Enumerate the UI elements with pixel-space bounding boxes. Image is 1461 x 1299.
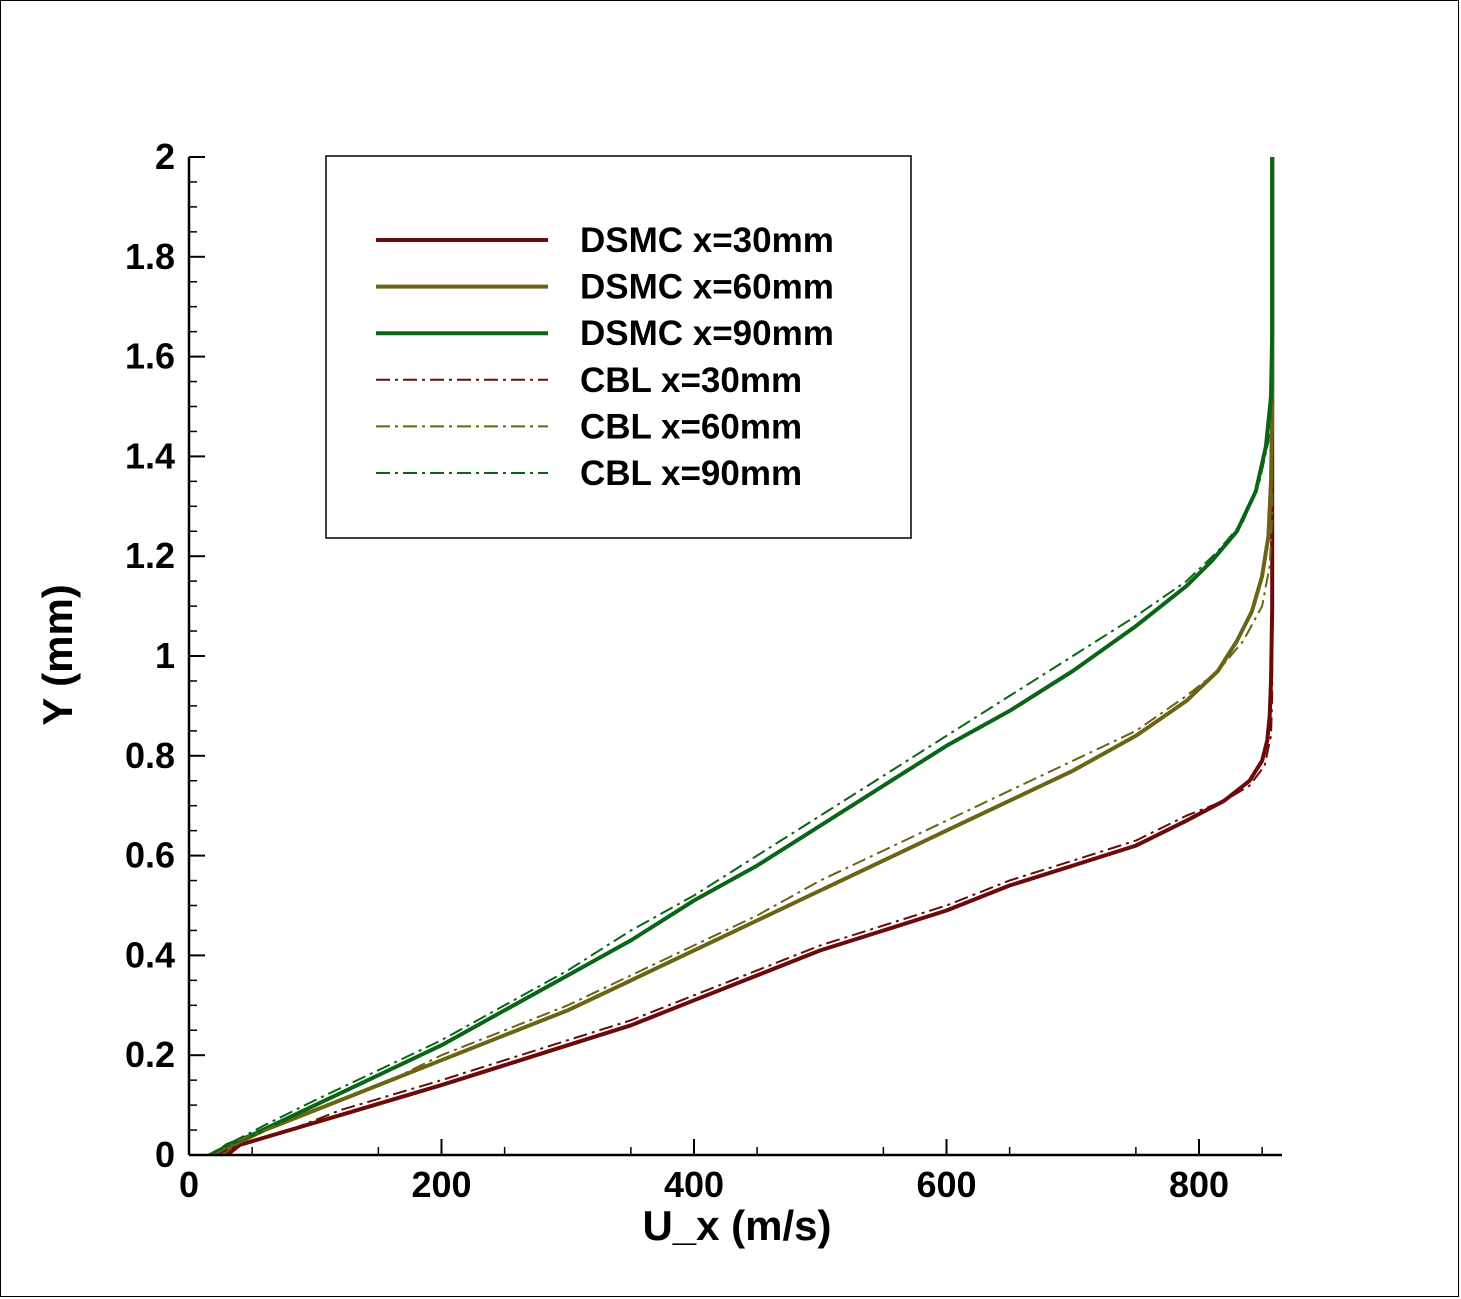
y-tick-label: 1.8 xyxy=(125,236,175,277)
y-tick-label: 0.2 xyxy=(125,1034,175,1075)
y-tick-label: 0.4 xyxy=(125,934,175,975)
y-tick-label: 0.6 xyxy=(125,835,175,876)
series-line-cbl-x-90mm xyxy=(207,306,1274,1156)
legend-label: CBL x=30mm xyxy=(580,361,802,400)
axes-layer: 0 200 400 600 800 0 0.2 0.4 0.6 0.8 1 1.2 1.4 1.6 1.8 2 xyxy=(125,136,1282,1205)
y-tick-label: 1.6 xyxy=(125,336,175,377)
legend-label: DSMC x=90mm xyxy=(580,314,834,353)
y-tick-label: 1 xyxy=(155,635,175,676)
series-line-dsmc-x-30mm xyxy=(225,157,1275,1157)
x-tick-label: 600 xyxy=(916,1164,976,1205)
y-tick-label: 0 xyxy=(155,1134,175,1175)
x-tick-label: 400 xyxy=(664,1164,724,1205)
legend-label: CBL x=60mm xyxy=(580,407,802,446)
x-axis-title: U_x (m/s) xyxy=(642,1202,831,1249)
legend-label: CBL x=90mm xyxy=(580,454,802,493)
legend: DSMC x=30mm DSMC x=60mm DSMC x=90mm CBL x=3… xyxy=(325,155,912,539)
y-tick-label: 1.2 xyxy=(125,535,175,576)
series-line-cbl-x-60mm xyxy=(213,431,1274,1156)
y-tick-label: 2 xyxy=(155,136,175,177)
x-tick-label: 200 xyxy=(411,1164,471,1205)
legend-label: DSMC x=60mm xyxy=(580,268,834,307)
legend-label: DSMC x=30mm xyxy=(580,221,834,260)
y-tick-label: 1.4 xyxy=(125,435,175,476)
x-tick-label: 0 xyxy=(179,1164,199,1205)
series-layer xyxy=(207,157,1275,1157)
y-axis-title: Y (mm) xyxy=(34,584,81,726)
legend-box xyxy=(325,155,912,539)
series-line-cbl-x-30mm xyxy=(213,606,1274,1156)
x-tick-label: 800 xyxy=(1169,1164,1229,1205)
legend-entries: DSMC x=30mm DSMC x=60mm DSMC x=90mm CBL x=3… xyxy=(376,221,834,493)
y-tick-label: 0.8 xyxy=(125,735,175,776)
